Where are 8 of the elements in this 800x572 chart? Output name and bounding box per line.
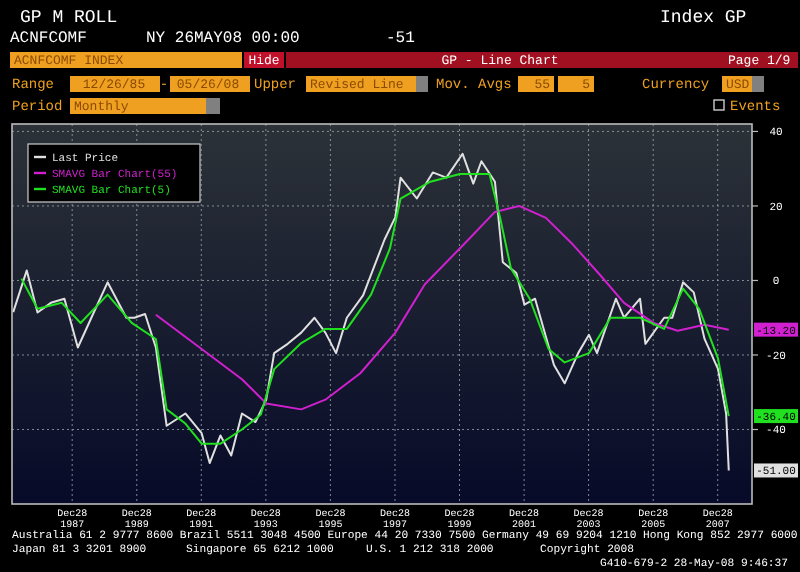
line-series <box>12 152 730 472</box>
text: NY 26MAY08 00:00 <box>146 30 301 48</box>
text: GP M ROLL <box>20 8 118 28</box>
text: ACNFCOMF <box>10 30 88 48</box>
text: -51 <box>386 30 416 48</box>
line-series <box>20 172 730 445</box>
line-series <box>154 204 730 411</box>
text: Index GP <box>660 8 747 28</box>
